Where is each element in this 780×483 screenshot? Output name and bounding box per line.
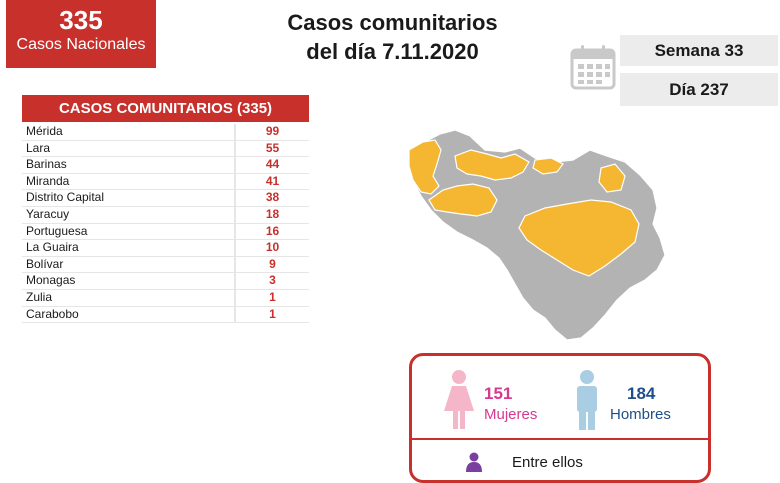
map-monagas [598, 163, 626, 193]
calendar-icon [570, 45, 616, 90]
state-cases: 1 [269, 306, 276, 321]
table-row: Portuguesa 16 [22, 223, 309, 241]
national-cases-label: Casos Nacionales [16, 36, 146, 53]
table-row: Yaracuy 18 [22, 206, 309, 224]
state-name: Zulia [26, 289, 53, 304]
male-icon [577, 370, 597, 430]
table-row: Zulia 1 [22, 289, 309, 307]
table-row: Monagas 3 [22, 273, 309, 290]
map-zulia [408, 139, 442, 195]
person-icon [466, 452, 482, 472]
male-count: 184 [627, 384, 656, 403]
state-cases: 1 [269, 289, 276, 304]
page-title: Casos comunitarios del día 7.11.2020 [250, 8, 535, 66]
map-andes-llanos [428, 183, 498, 217]
female-count: 151 [484, 384, 513, 403]
table-row: Barinas 44 [22, 157, 309, 174]
female-icon [444, 370, 474, 429]
female-label: Mujeres [484, 406, 538, 423]
gender-divider [412, 438, 708, 440]
table-row: Distrito Capital 38 [22, 190, 309, 207]
state-name: Barinas [26, 157, 67, 172]
state-cases: 16 [265, 223, 280, 238]
table-row: Carabobo 1 [22, 306, 309, 324]
state-cases: 55 [265, 140, 280, 155]
table-row: Mérida 99 [22, 124, 309, 141]
state-name: Yaracuy [26, 206, 70, 221]
state-name: Monagas [26, 273, 76, 288]
week-indicator: Semana 33 [620, 35, 778, 66]
state-cases: 41 [265, 173, 280, 188]
state-name: Miranda [26, 173, 70, 188]
state-cases: 38 [265, 190, 280, 205]
table-row: Miranda 41 [22, 173, 309, 191]
state-name: Bolívar [26, 256, 64, 271]
state-cases: 99 [265, 124, 280, 138]
table-row: Bolívar 9 [22, 256, 309, 274]
map-capital [532, 157, 564, 175]
state-name: Lara [26, 140, 51, 155]
table-row: Lara 55 [22, 140, 309, 158]
venezuela-map [408, 129, 666, 341]
national-cases-count: 335 [59, 5, 103, 35]
page-title-line1: Casos comunitarios [287, 10, 498, 35]
state-cases: 10 [265, 240, 280, 255]
among-label: Entre ellos [512, 454, 583, 471]
map-bolivar [518, 199, 640, 277]
cases-table-header: CASOS COMUNITARIOS (335) [22, 95, 309, 122]
male-label: Hombres [610, 406, 671, 423]
state-cases: 3 [269, 273, 276, 288]
day-indicator: Día 237 [620, 73, 778, 106]
cases-table: CASOS COMUNITARIOS (335) Mérida 99 Lara 55… [22, 95, 309, 324]
state-name: La Guaira [26, 240, 79, 255]
state-name: Portuguesa [26, 223, 88, 238]
state-cases: 44 [265, 157, 280, 172]
table-row: La Guaira 10 [22, 240, 309, 257]
map-central-west [454, 149, 530, 181]
state-name: Mérida [26, 124, 63, 138]
state-name: Carabobo [26, 306, 79, 321]
state-name: Distrito Capital [26, 190, 105, 205]
page-title-line2: del día 7.11.2020 [306, 39, 479, 64]
national-cases-box: 335 Casos Nacionales [6, 0, 156, 68]
state-cases: 9 [269, 256, 276, 271]
gender-panel: 151 Mujeres 184 Hombres Entre ellos [409, 353, 711, 483]
state-cases: 18 [265, 206, 280, 221]
